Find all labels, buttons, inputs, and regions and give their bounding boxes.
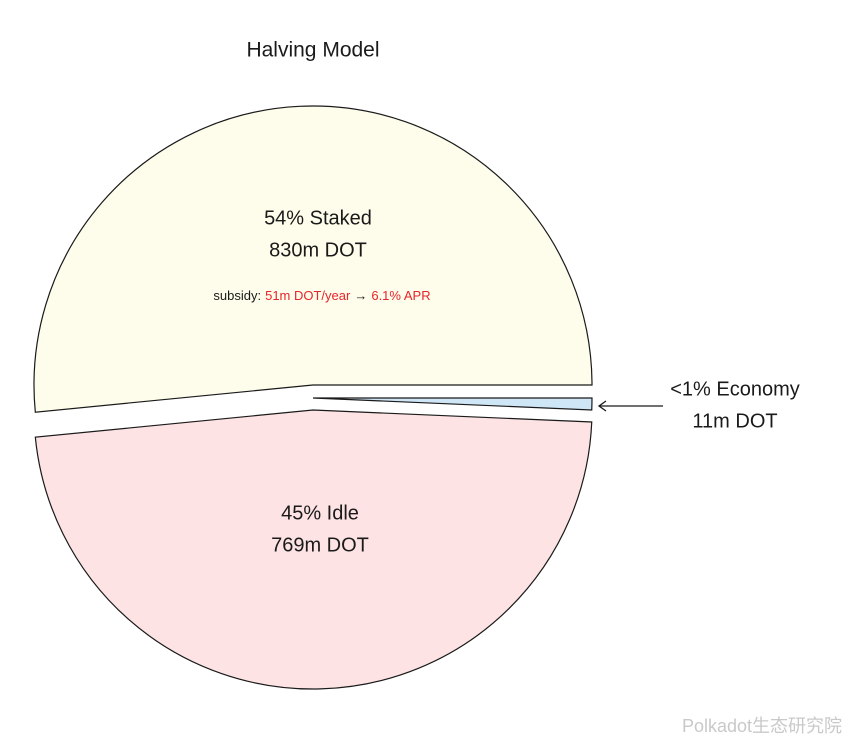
- annotation-part: →: [354, 288, 367, 303]
- pie-slice: [33, 105, 593, 413]
- callout-arrow-head: [597, 400, 607, 412]
- annotation-part: 51m DOT/year: [265, 288, 351, 303]
- watermark: Polkadot生态研究院: [682, 716, 842, 736]
- chart-title: Halving Model: [246, 39, 379, 62]
- value-label: 830m DOT: [269, 239, 367, 261]
- annotation: subsidy: 51m DOT/year → 6.1% APR: [213, 288, 430, 303]
- slice-label: 45% Idle: [281, 502, 359, 524]
- value-label: 11m DOT: [692, 410, 777, 432]
- pie-slice: [34, 409, 593, 690]
- pie-slice: [312, 397, 593, 411]
- value-label: 769m DOT: [271, 534, 369, 556]
- slice-label: 54% Staked: [264, 207, 372, 229]
- slice-label: <1% Economy: [670, 378, 800, 400]
- annotation-part: subsidy:: [213, 288, 261, 303]
- annotation-part: 6.1% APR: [371, 288, 430, 303]
